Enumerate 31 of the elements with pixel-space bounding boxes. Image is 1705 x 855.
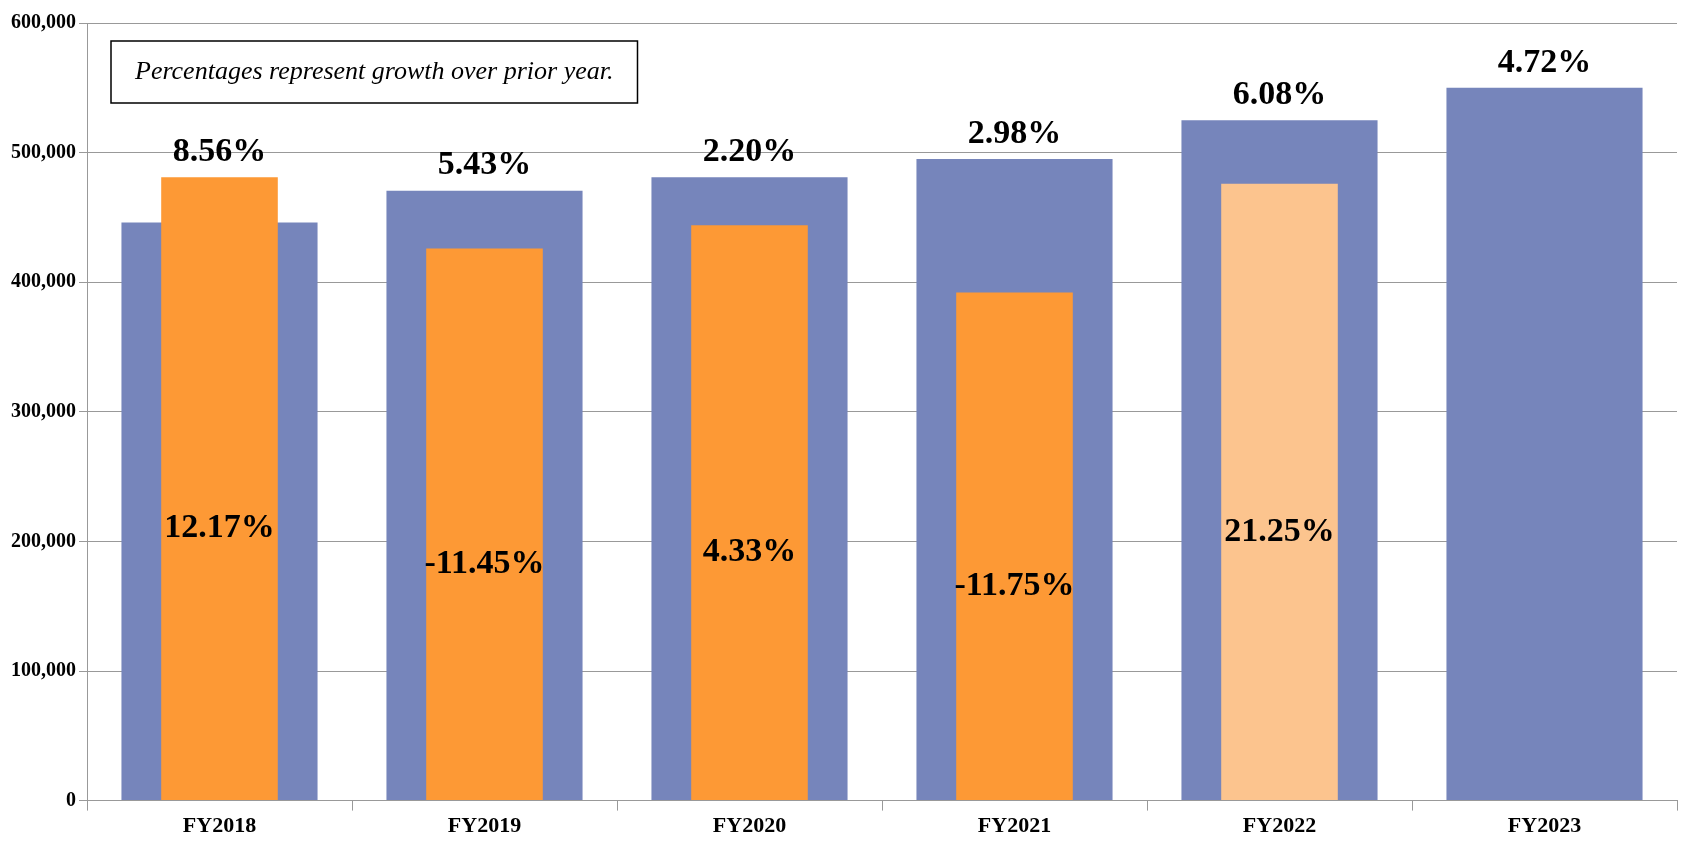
y-tick-label: 100,000 — [11, 658, 76, 681]
annotation: 4.33% — [702, 531, 797, 569]
annotation: 5.43% — [437, 144, 532, 182]
x-tick-label: FY2023 — [1507, 812, 1582, 838]
x-tick-label: FY2022 — [1242, 812, 1317, 838]
x-tick-label: FY2020 — [712, 812, 787, 838]
bar — [691, 225, 808, 801]
bar — [956, 292, 1073, 801]
y-tick-label: 500,000 — [11, 139, 76, 162]
annotation: 2.20% — [702, 131, 797, 169]
bar — [1221, 183, 1338, 801]
bar — [1446, 87, 1643, 801]
annotation: -11.75% — [954, 565, 1075, 603]
annotation: Percentages represent growth over prior year. — [134, 55, 614, 85]
annotation: 6.08% — [1232, 73, 1327, 111]
annotation: 2.98% — [967, 112, 1062, 150]
annotation: 4.72% — [1497, 41, 1592, 79]
y-tick-label: 200,000 — [11, 528, 76, 551]
annotation: 8.56% — [172, 131, 267, 169]
y-tick-label: 600,000 — [11, 10, 76, 33]
bar — [426, 248, 543, 801]
bar — [161, 177, 278, 801]
x-tick-label: FY2018 — [182, 812, 257, 838]
annotation: -11.45% — [424, 543, 545, 581]
y-tick-label: 0 — [66, 787, 76, 810]
annotation: 21.25% — [1224, 510, 1335, 548]
x-tick-label: FY2019 — [447, 812, 522, 838]
y-tick-label: 300,000 — [11, 398, 76, 421]
y-tick-label: 400,000 — [11, 269, 76, 292]
x-tick-label: FY2021 — [977, 812, 1052, 838]
annotation: 12.17% — [164, 507, 275, 545]
